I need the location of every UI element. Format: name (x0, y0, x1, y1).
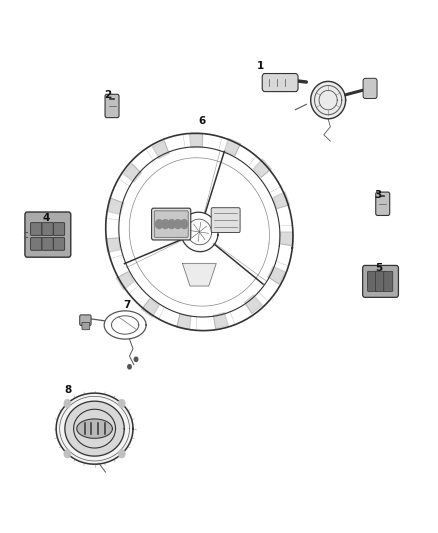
Polygon shape (254, 159, 271, 177)
FancyBboxPatch shape (211, 208, 240, 232)
Polygon shape (190, 134, 203, 148)
FancyBboxPatch shape (376, 271, 385, 292)
Polygon shape (108, 198, 124, 214)
Circle shape (128, 365, 131, 369)
Polygon shape (244, 295, 262, 313)
Text: 1: 1 (257, 61, 264, 70)
FancyBboxPatch shape (80, 315, 91, 326)
Polygon shape (117, 272, 134, 290)
Polygon shape (183, 263, 216, 286)
Text: 8: 8 (65, 385, 72, 395)
FancyBboxPatch shape (53, 238, 65, 251)
FancyBboxPatch shape (363, 78, 377, 99)
Text: 7: 7 (124, 300, 131, 310)
FancyBboxPatch shape (31, 238, 42, 251)
FancyBboxPatch shape (367, 271, 377, 292)
FancyBboxPatch shape (154, 211, 188, 237)
FancyBboxPatch shape (152, 208, 191, 240)
FancyBboxPatch shape (42, 238, 53, 251)
FancyBboxPatch shape (262, 74, 298, 92)
Polygon shape (152, 141, 169, 158)
Text: 5: 5 (375, 263, 382, 272)
Text: 6: 6 (198, 116, 205, 126)
Polygon shape (65, 401, 124, 456)
Circle shape (64, 449, 71, 458)
FancyBboxPatch shape (53, 223, 65, 236)
FancyBboxPatch shape (384, 271, 393, 292)
Circle shape (174, 219, 182, 229)
Circle shape (118, 449, 125, 458)
Polygon shape (106, 238, 120, 253)
Polygon shape (141, 299, 159, 317)
Circle shape (180, 219, 188, 229)
Circle shape (134, 357, 138, 361)
Circle shape (118, 399, 125, 408)
FancyBboxPatch shape (82, 322, 90, 330)
Circle shape (155, 219, 163, 229)
FancyBboxPatch shape (376, 192, 390, 215)
Polygon shape (311, 82, 346, 119)
FancyBboxPatch shape (42, 223, 53, 236)
Polygon shape (279, 232, 293, 246)
FancyBboxPatch shape (25, 212, 71, 257)
Circle shape (161, 219, 170, 229)
Polygon shape (177, 314, 191, 330)
Polygon shape (124, 164, 141, 182)
FancyBboxPatch shape (31, 223, 42, 236)
Polygon shape (56, 393, 133, 464)
FancyBboxPatch shape (105, 94, 119, 118)
Text: 3: 3 (375, 190, 382, 200)
Polygon shape (213, 312, 228, 329)
Polygon shape (268, 266, 285, 284)
Text: 2: 2 (104, 90, 111, 100)
Circle shape (168, 219, 176, 229)
Polygon shape (273, 192, 290, 208)
Circle shape (64, 399, 71, 408)
FancyBboxPatch shape (363, 265, 399, 297)
Polygon shape (77, 419, 113, 438)
Polygon shape (224, 139, 240, 156)
Text: 4: 4 (43, 213, 50, 223)
